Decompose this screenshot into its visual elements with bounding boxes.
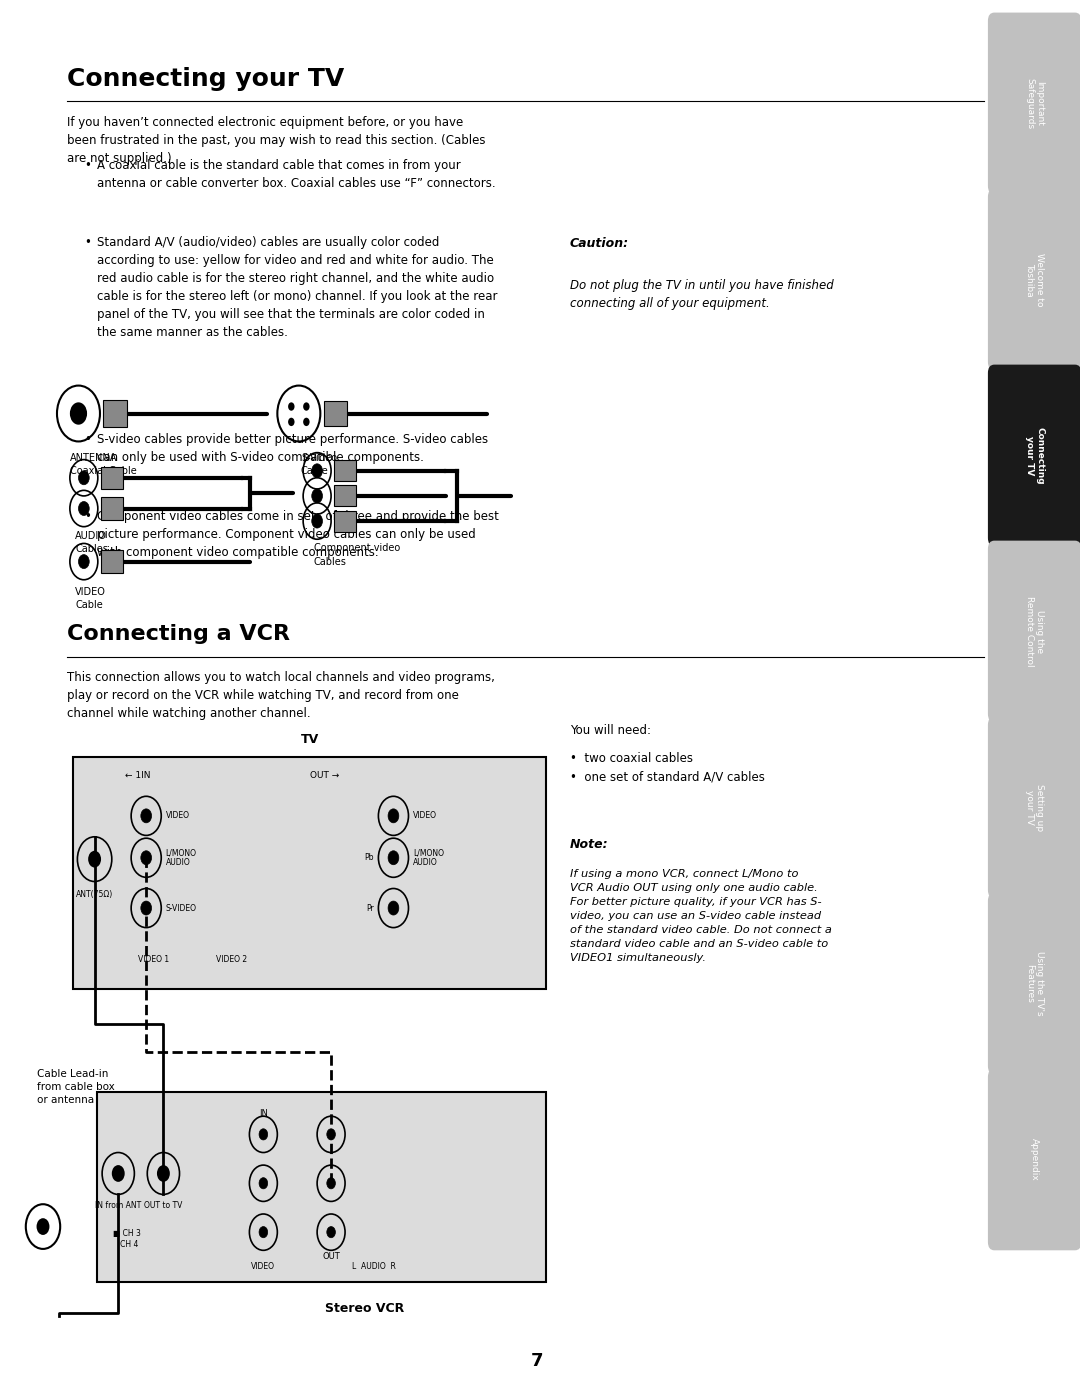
Text: If you haven’t connected electronic equipment before, or you have
been frustrate: If you haven’t connected electronic equi… (67, 116, 485, 165)
Text: S-video cables provide better picture performance. S-video cables
can only be us: S-video cables provide better picture pe… (97, 433, 488, 464)
FancyBboxPatch shape (988, 717, 1080, 898)
Text: A coaxial cable is the standard cable that comes in from your
antenna or cable c: A coaxial cable is the standard cable th… (97, 159, 496, 190)
Bar (102, 550, 122, 573)
Text: AUDIO
Cables: AUDIO Cables (76, 531, 108, 555)
Text: Caution:: Caution: (570, 237, 629, 250)
Text: Standard A/V (audio/video) cables are usually color coded
according to use: yell: Standard A/V (audio/video) cables are us… (97, 236, 497, 339)
Circle shape (157, 1165, 170, 1182)
FancyBboxPatch shape (988, 1069, 1080, 1250)
Circle shape (79, 555, 90, 569)
Text: VIDEO: VIDEO (252, 1263, 275, 1271)
Text: VIDEO 1: VIDEO 1 (137, 956, 168, 964)
Text: L/MONO
AUDIO: L/MONO AUDIO (165, 848, 197, 868)
Bar (73, 757, 546, 989)
Bar (335, 510, 355, 532)
Bar (104, 400, 126, 427)
Circle shape (79, 502, 90, 515)
Text: VIDEO 2: VIDEO 2 (216, 956, 247, 964)
Text: S-VIDEO: S-VIDEO (165, 904, 197, 912)
Bar (102, 497, 122, 520)
Text: Welcome to
Toshiba: Welcome to Toshiba (1025, 253, 1044, 306)
Text: ← 1IN: ← 1IN (125, 771, 150, 780)
Circle shape (37, 1218, 50, 1235)
Text: Component video
Cables: Component video Cables (314, 543, 401, 567)
Text: OUT: OUT (322, 1253, 340, 1261)
Text: ANTENNA
Coaxial Cable: ANTENNA Coaxial Cable (70, 453, 137, 476)
Circle shape (327, 1129, 336, 1140)
Text: •  two coaxial cables
•  one set of standard A/V cables: • two coaxial cables • one set of standa… (570, 752, 765, 784)
Circle shape (140, 901, 151, 915)
Text: OUT →: OUT → (310, 771, 339, 780)
Text: OUT to TV: OUT to TV (145, 1201, 183, 1210)
Text: VIDEO: VIDEO (413, 812, 436, 820)
Text: This connection allows you to watch local channels and video programs,
play or r: This connection allows you to watch loca… (67, 671, 495, 719)
Text: •: • (84, 510, 91, 522)
Bar (335, 460, 355, 481)
Text: •: • (84, 159, 91, 172)
Circle shape (312, 489, 323, 503)
Text: TV: TV (300, 733, 319, 746)
Text: Component video cables come in sets of three and provide the best
picture perfor: Component video cables come in sets of t… (97, 510, 499, 559)
Text: ANT(75Ω): ANT(75Ω) (76, 890, 113, 898)
Text: •: • (84, 236, 91, 249)
Text: Pb: Pb (365, 854, 374, 862)
FancyBboxPatch shape (988, 541, 1080, 722)
Text: IN from ANT: IN from ANT (95, 1201, 141, 1210)
Circle shape (140, 851, 151, 865)
Circle shape (312, 464, 323, 478)
Circle shape (140, 809, 151, 823)
Text: IN: IN (259, 1109, 268, 1118)
Text: S-Video
Cable: S-Video Cable (301, 453, 337, 476)
FancyBboxPatch shape (988, 189, 1080, 370)
Text: Do not plug the TV in until you have finished
connecting all of your equipment.: Do not plug the TV in until you have fin… (570, 279, 834, 310)
Text: Pr: Pr (366, 904, 374, 912)
Text: Connecting your TV: Connecting your TV (67, 67, 343, 91)
Circle shape (70, 402, 87, 425)
Bar (97, 1092, 546, 1282)
Text: L/MONO
AUDIO: L/MONO AUDIO (413, 848, 444, 868)
Text: •: • (84, 433, 91, 446)
Circle shape (259, 1129, 268, 1140)
Text: Cable Lead-in
from cable box
or antenna: Cable Lead-in from cable box or antenna (37, 1069, 114, 1105)
Text: Appendix: Appendix (1030, 1139, 1039, 1180)
Circle shape (259, 1227, 268, 1238)
Circle shape (327, 1178, 336, 1189)
Text: Setting up
your TV: Setting up your TV (1025, 784, 1044, 831)
Text: L  AUDIO  R: L AUDIO R (352, 1263, 396, 1271)
Bar (324, 401, 347, 426)
Circle shape (388, 901, 399, 915)
Circle shape (312, 514, 323, 528)
Circle shape (89, 851, 102, 868)
FancyBboxPatch shape (988, 13, 1080, 194)
Circle shape (288, 402, 295, 411)
Text: 7: 7 (531, 1352, 543, 1369)
Text: VIDEO
Cable: VIDEO Cable (76, 587, 106, 610)
Circle shape (303, 418, 310, 426)
Text: You will need:: You will need: (570, 724, 651, 736)
Circle shape (303, 402, 310, 411)
Text: Connecting a VCR: Connecting a VCR (67, 624, 289, 644)
Circle shape (327, 1227, 336, 1238)
Text: Note:: Note: (570, 838, 608, 851)
Text: ■ CH 3
   CH 4: ■ CH 3 CH 4 (113, 1229, 140, 1249)
Text: If using a mono VCR, connect L/Mono to
VCR Audio OUT using only one audio cable.: If using a mono VCR, connect L/Mono to V… (570, 869, 832, 963)
Text: Using the TV's
Features: Using the TV's Features (1025, 951, 1044, 1016)
FancyBboxPatch shape (988, 893, 1080, 1074)
Bar (102, 467, 122, 489)
Circle shape (388, 851, 399, 865)
Circle shape (388, 809, 399, 823)
Text: Using the
Remote Control: Using the Remote Control (1025, 597, 1044, 666)
Circle shape (288, 418, 295, 426)
Bar (335, 485, 355, 506)
Text: Connecting
your TV: Connecting your TV (1025, 426, 1044, 485)
Circle shape (79, 471, 90, 485)
Text: Stereo VCR: Stereo VCR (325, 1302, 404, 1315)
FancyBboxPatch shape (988, 365, 1080, 546)
Text: VIDEO: VIDEO (165, 812, 190, 820)
Text: Important
Safeguards: Important Safeguards (1025, 78, 1044, 129)
Circle shape (259, 1178, 268, 1189)
Circle shape (112, 1165, 124, 1182)
